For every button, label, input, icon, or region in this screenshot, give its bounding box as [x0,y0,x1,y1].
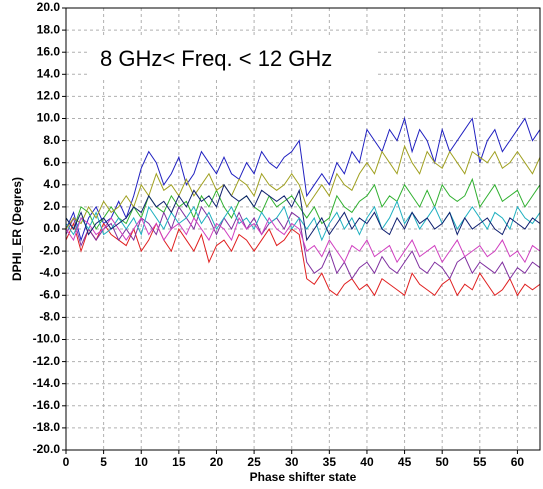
y-tick-label: -12.0 [33,354,61,368]
annotation: 8 GHz< Freq. < 12 GHz [100,46,332,71]
x-tick-label: 60 [511,455,525,469]
y-tick-label: -18.0 [33,420,61,434]
data-line [65,116,541,242]
y-tick-label: -16.0 [33,398,61,412]
x-tick-label: 0 [63,455,70,469]
y-axis-title: DPHI_ER (Degres) [10,177,24,281]
y-tick-label: 4.0 [43,177,60,191]
y-tick-label: 18.0 [37,22,61,36]
x-tick-label: 55 [473,455,487,469]
y-tick-label: 16.0 [37,44,61,58]
y-tick-label: 6.0 [43,155,60,169]
y-tick-label: -8.0 [39,310,60,324]
data-line [65,200,541,242]
y-tick-label: 20.0 [37,0,61,14]
y-tick-label: 2.0 [43,199,60,213]
x-tick-label: 40 [360,455,374,469]
annotation-box [88,38,378,80]
data-line [65,183,541,242]
x-tick-label: 45 [398,455,412,469]
x-tick-label: 30 [285,455,299,469]
y-tick-label: 8.0 [43,133,60,147]
y-tick-label: 12.0 [37,89,61,103]
y-tick-label: 0.0 [43,221,60,235]
data-line [65,216,541,264]
y-tick-label: -10.0 [33,332,61,346]
x-tick-label: 35 [323,455,337,469]
y-tick-label: 10.0 [37,111,61,125]
y-tick-label: 14.0 [37,66,61,80]
y-tick-label: -2.0 [39,243,60,257]
x-tick-label: 20 [210,455,224,469]
y-tick-label: -14.0 [33,376,61,390]
x-tick-label: 25 [247,455,261,469]
y-tick-label: -4.0 [39,265,60,279]
y-tick-label: -20.0 [33,442,61,456]
data-line [65,222,541,297]
x-tick-label: 15 [172,455,186,469]
data-line [65,144,541,230]
y-tick-label: -6.0 [39,287,60,301]
x-axis-title: Phase shifter state [250,470,357,484]
x-tick-label: 10 [135,455,149,469]
x-tick-label: 5 [100,455,107,469]
plot-frame [65,7,541,451]
x-tick-label: 50 [436,455,450,469]
